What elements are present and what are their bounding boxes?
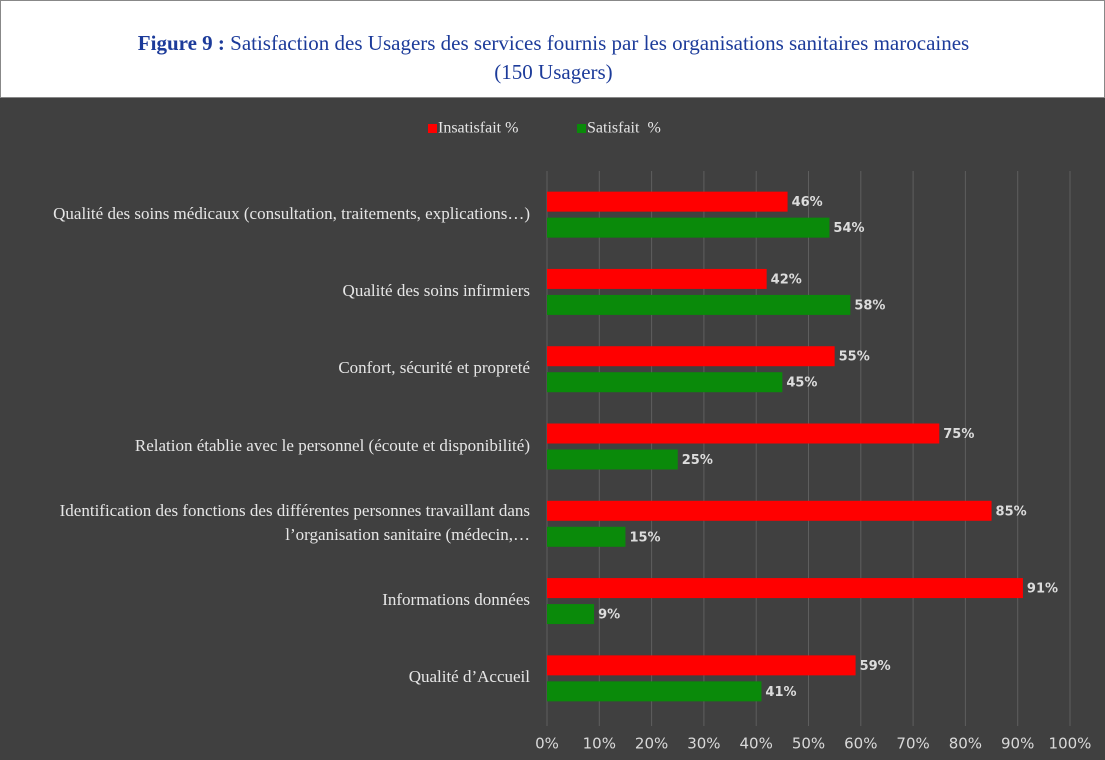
- bar: [547, 500, 992, 521]
- x-tick-label: 60%: [844, 735, 877, 753]
- x-tick-label: 90%: [1001, 735, 1034, 753]
- data-label: 41%: [765, 685, 796, 700]
- data-label: 9%: [598, 608, 620, 623]
- legend-swatch: [577, 124, 586, 133]
- chart-title: Satisfaction des Usagers des services fo…: [230, 31, 970, 84]
- y-tick-label: Qualité d’Accueil: [408, 667, 530, 687]
- data-label: 46%: [792, 195, 823, 210]
- y-tick-label: Qualité des soins médicaux (consultation…: [53, 203, 530, 223]
- header: Figure 9 : Satisfaction des Usagers des …: [0, 0, 1105, 98]
- x-tick-label: 100%: [1049, 735, 1092, 753]
- bar: [547, 346, 835, 367]
- bar: [547, 372, 783, 393]
- data-label: 42%: [771, 272, 802, 287]
- x-tick-label: 40%: [740, 735, 773, 753]
- x-tick-label: 30%: [687, 735, 720, 753]
- data-label: 55%: [839, 350, 870, 365]
- data-label: 59%: [860, 659, 891, 674]
- bar: [547, 268, 767, 289]
- data-label: 58%: [854, 298, 885, 313]
- legend-swatch: [428, 124, 437, 133]
- data-label: 85%: [996, 504, 1027, 519]
- x-tick-label: 50%: [792, 735, 825, 753]
- bar: [547, 578, 1023, 599]
- data-label: 15%: [629, 530, 660, 545]
- bar: [547, 294, 851, 315]
- bar: [547, 655, 856, 676]
- data-label: 91%: [1027, 582, 1058, 597]
- bar: [547, 449, 678, 470]
- data-label: 25%: [682, 453, 713, 468]
- bar: [547, 526, 626, 547]
- bar: [547, 423, 940, 444]
- data-label: 75%: [943, 427, 974, 442]
- y-tick-label: Qualité des soins infirmiers: [342, 280, 530, 300]
- x-tick-label: 10%: [583, 735, 616, 753]
- bar: [547, 604, 595, 625]
- y-tick-label: Relation établie avec le personnel (écou…: [134, 435, 530, 455]
- x-tick-label: 20%: [635, 735, 668, 753]
- legend-label: Satisfait %: [587, 120, 661, 137]
- title-block: Figure 9 : Satisfaction des Usagers des …: [121, 29, 986, 87]
- data-label: 45%: [786, 376, 817, 391]
- x-tick-label: 0%: [535, 735, 559, 753]
- figure-label: Figure 9 :: [137, 31, 225, 55]
- legend-label: Insatisfait %: [438, 120, 518, 137]
- bar: [547, 217, 830, 238]
- bar: [547, 681, 762, 702]
- y-tick-label: Confort, sécurité et propreté: [338, 358, 530, 378]
- y-tick-label: Informations données: [382, 590, 530, 610]
- bar: [547, 191, 788, 212]
- y-tick-label: Identification des fonctions des différe…: [59, 500, 530, 544]
- data-label: 54%: [833, 221, 864, 236]
- x-tick-label: 80%: [949, 735, 982, 753]
- x-tick-label: 70%: [896, 735, 929, 753]
